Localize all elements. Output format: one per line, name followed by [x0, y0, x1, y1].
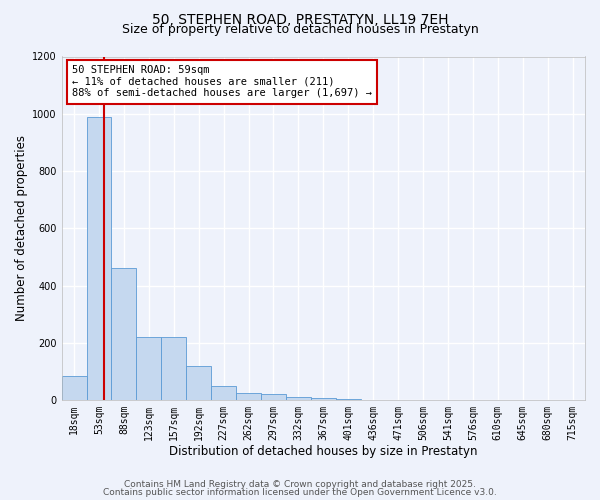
Bar — [136, 336, 161, 400]
Bar — [261, 394, 286, 400]
Text: 50, STEPHEN ROAD, PRESTATYN, LL19 7EH: 50, STEPHEN ROAD, PRESTATYN, LL19 7EH — [152, 12, 448, 26]
Y-axis label: Number of detached properties: Number of detached properties — [15, 136, 28, 322]
Bar — [86, 116, 112, 400]
X-axis label: Distribution of detached houses by size in Prestatyn: Distribution of detached houses by size … — [169, 444, 478, 458]
Bar — [112, 268, 136, 400]
Bar — [311, 398, 336, 400]
Bar — [62, 376, 86, 400]
Bar — [211, 386, 236, 400]
Bar — [186, 366, 211, 400]
Text: Contains HM Land Registry data © Crown copyright and database right 2025.: Contains HM Land Registry data © Crown c… — [124, 480, 476, 489]
Text: 50 STEPHEN ROAD: 59sqm
← 11% of detached houses are smaller (211)
88% of semi-de: 50 STEPHEN ROAD: 59sqm ← 11% of detached… — [72, 65, 372, 98]
Bar — [161, 336, 186, 400]
Bar — [286, 397, 311, 400]
Text: Contains public sector information licensed under the Open Government Licence v3: Contains public sector information licen… — [103, 488, 497, 497]
Text: Size of property relative to detached houses in Prestatyn: Size of property relative to detached ho… — [122, 24, 478, 36]
Bar — [236, 393, 261, 400]
